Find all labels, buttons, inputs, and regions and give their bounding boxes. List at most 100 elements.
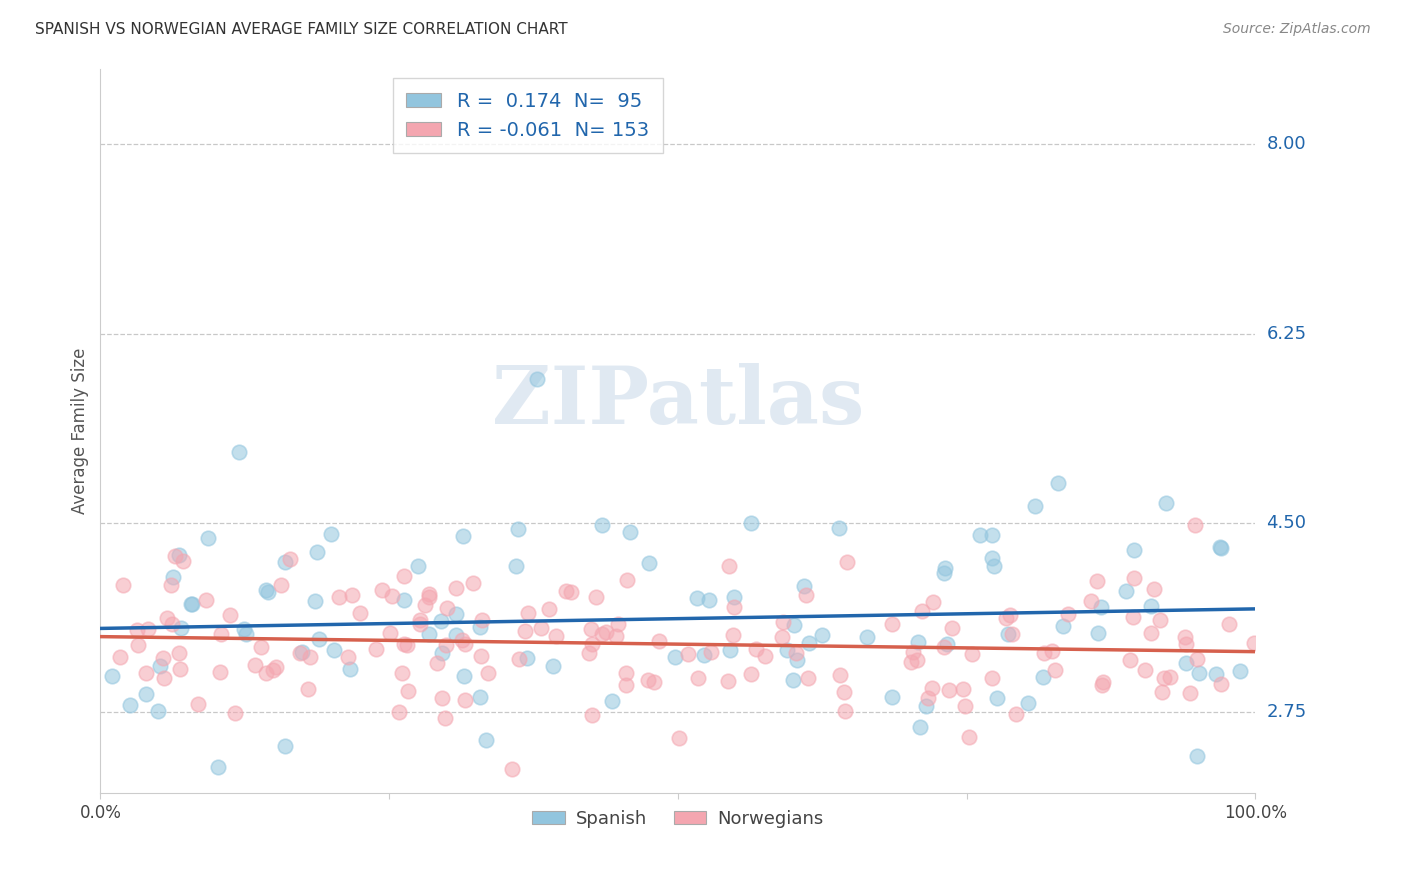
Point xyxy=(228,445,250,459)
Point xyxy=(1122,609,1144,624)
Point xyxy=(148,659,170,673)
Point xyxy=(235,627,257,641)
Point xyxy=(953,698,976,713)
Point xyxy=(1024,500,1046,514)
Point xyxy=(934,640,956,655)
Point xyxy=(1043,663,1066,677)
Point xyxy=(560,585,582,599)
Point xyxy=(444,607,467,622)
Point xyxy=(921,594,943,608)
Point xyxy=(637,556,659,570)
Point xyxy=(983,559,1005,574)
Text: 2.75: 2.75 xyxy=(1267,703,1306,722)
Point xyxy=(1175,637,1198,651)
Point xyxy=(163,549,186,563)
Point xyxy=(432,691,454,706)
Point xyxy=(981,550,1004,565)
Point xyxy=(118,698,141,712)
Point xyxy=(111,577,134,591)
Point xyxy=(290,646,312,660)
Point xyxy=(436,601,458,615)
Point xyxy=(936,637,959,651)
Point xyxy=(581,622,603,636)
Point xyxy=(475,732,498,747)
Point xyxy=(648,633,671,648)
Point xyxy=(430,646,453,660)
Point xyxy=(391,666,413,681)
Point xyxy=(605,629,627,643)
Point xyxy=(135,665,157,680)
Point xyxy=(786,653,808,667)
Point xyxy=(211,627,233,641)
Point xyxy=(585,590,607,604)
Point xyxy=(1056,607,1078,621)
Point xyxy=(934,561,956,575)
Point xyxy=(418,626,440,640)
Point xyxy=(555,583,578,598)
Point xyxy=(1115,583,1137,598)
Point xyxy=(232,622,254,636)
Point xyxy=(195,592,218,607)
Point xyxy=(799,636,821,650)
Point xyxy=(1140,599,1163,614)
Point xyxy=(516,606,538,620)
Point xyxy=(453,669,475,683)
Point xyxy=(1135,663,1157,677)
Point xyxy=(127,638,149,652)
Point xyxy=(308,632,330,647)
Point xyxy=(957,730,980,744)
Point xyxy=(938,682,960,697)
Point xyxy=(828,668,851,682)
Point xyxy=(723,591,745,605)
Point xyxy=(1174,656,1197,670)
Point xyxy=(152,671,174,685)
Point xyxy=(135,688,157,702)
Point xyxy=(1205,667,1227,681)
Point xyxy=(125,624,148,638)
Point xyxy=(668,731,690,746)
Point xyxy=(882,690,904,704)
Point xyxy=(785,647,807,661)
Point xyxy=(607,617,630,632)
Point xyxy=(254,583,277,598)
Point xyxy=(546,629,568,643)
Point xyxy=(581,707,603,722)
Point xyxy=(337,650,360,665)
Point xyxy=(664,650,686,665)
Point xyxy=(262,663,284,677)
Point xyxy=(470,649,492,664)
Point xyxy=(1004,707,1026,722)
Point xyxy=(921,681,943,695)
Point xyxy=(197,531,219,545)
Point xyxy=(396,638,419,652)
Point xyxy=(506,522,529,536)
Point xyxy=(413,599,436,613)
Point xyxy=(207,760,229,774)
Point xyxy=(305,545,328,559)
Point xyxy=(932,566,955,580)
Point xyxy=(254,666,277,681)
Point xyxy=(986,691,1008,706)
Point xyxy=(835,555,858,569)
Point xyxy=(160,617,183,632)
Point xyxy=(280,551,302,566)
Point xyxy=(901,645,924,659)
Point xyxy=(770,630,793,644)
Point xyxy=(783,618,806,632)
Point xyxy=(911,604,934,618)
Point xyxy=(274,739,297,753)
Text: ZIPatlas: ZIPatlas xyxy=(492,363,863,441)
Point xyxy=(1032,670,1054,684)
Point xyxy=(436,638,458,652)
Point xyxy=(454,693,477,707)
Point xyxy=(619,524,641,539)
Point xyxy=(323,643,346,657)
Point xyxy=(297,682,319,697)
Point xyxy=(146,704,169,718)
Point xyxy=(1123,542,1146,557)
Point xyxy=(468,620,491,634)
Point xyxy=(530,622,553,636)
Point xyxy=(152,651,174,665)
Point xyxy=(1159,670,1181,684)
Point xyxy=(328,590,350,604)
